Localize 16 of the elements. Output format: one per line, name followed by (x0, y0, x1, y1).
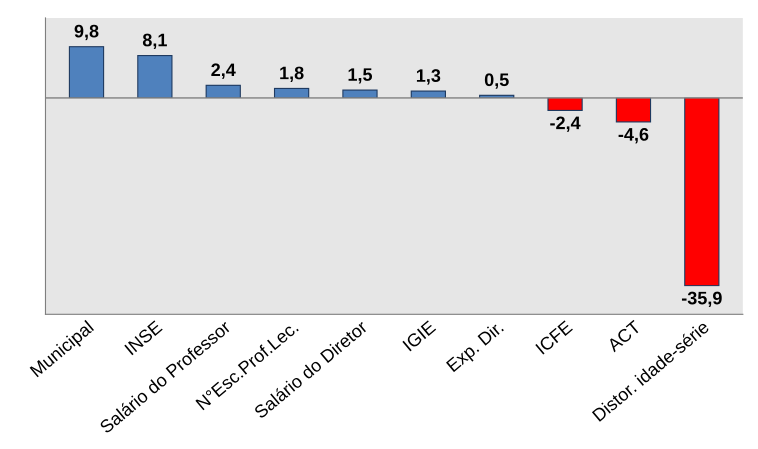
bar (616, 97, 652, 122)
data-label: -35,9 (682, 292, 722, 308)
data-label: -4,6 (618, 128, 648, 144)
data-label: 9,8 (74, 24, 98, 40)
bar (68, 46, 104, 98)
data-label: 2,4 (211, 63, 236, 79)
data-label: 0,5 (484, 73, 509, 89)
bar (547, 97, 583, 111)
bar (137, 54, 173, 98)
data-label: -2,4 (550, 116, 581, 132)
data-label: 1,8 (280, 66, 304, 82)
data-label: 8,1 (142, 34, 167, 50)
bar (684, 97, 720, 286)
x-tick-label: Exp. Dir. (446, 320, 506, 375)
data-label: 1,5 (348, 68, 372, 84)
data-label: 1,3 (416, 69, 440, 85)
